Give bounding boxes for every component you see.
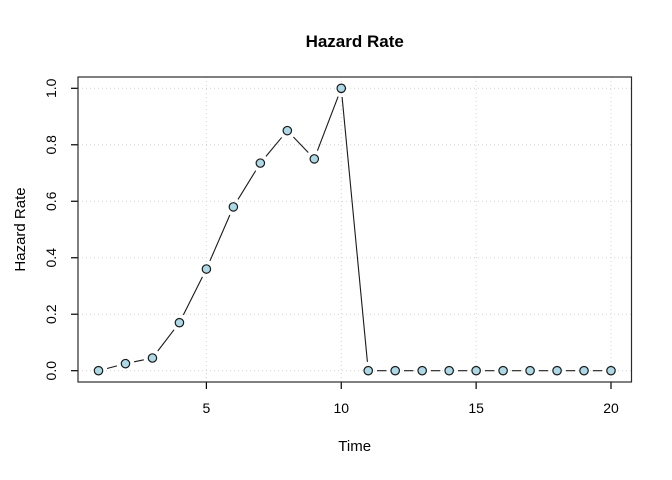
data-series [93, 83, 616, 376]
data-point [525, 365, 535, 376]
data-point [552, 365, 562, 376]
data-point [498, 365, 508, 376]
line-segment [133, 359, 144, 363]
line-segment [292, 136, 309, 153]
y-tick-label: 0.6 [43, 191, 59, 211]
x-axis-title: Time [338, 438, 371, 455]
data-point [336, 83, 347, 94]
line-segment [265, 137, 283, 157]
line-segment [341, 97, 368, 362]
y-tick-label: 1.0 [43, 78, 59, 98]
chart-title: Hazard Rate [306, 32, 404, 51]
data-point [147, 353, 158, 363]
axes: 0.0 0.2 0.4 0.6 0.8 1.0 5 10 15 20 [43, 78, 619, 416]
y-tick-label: 0.2 [43, 304, 59, 324]
data-point [363, 365, 374, 376]
data-point [228, 202, 239, 212]
data-point [201, 264, 212, 274]
data-point [282, 125, 293, 136]
x-tick-label: 20 [603, 400, 619, 416]
grid-lines [78, 77, 632, 382]
y-tick-label: 0.0 [43, 361, 59, 381]
x-tick-label: 10 [333, 400, 349, 416]
line-segment [316, 96, 339, 151]
x-tick-label: 15 [468, 400, 484, 416]
data-point [390, 365, 401, 376]
data-point [93, 365, 104, 376]
data-point [444, 365, 454, 376]
data-point [174, 317, 185, 328]
plot-border [77, 76, 633, 383]
data-point [120, 358, 131, 369]
y-tick-label: 0.4 [43, 248, 59, 268]
line-segment [209, 214, 231, 262]
line-segment [157, 329, 175, 352]
line-segment [182, 276, 203, 316]
data-point [255, 158, 266, 168]
data-point [606, 365, 616, 376]
data-point [417, 365, 427, 376]
data-point [579, 365, 589, 376]
y-tick-label: 0.8 [43, 135, 59, 155]
y-axis-title: Hazard Rate [12, 187, 29, 271]
data-point [471, 365, 481, 376]
line-segment [106, 365, 118, 370]
x-tick-label: 5 [202, 400, 210, 416]
line-segment [237, 170, 257, 200]
data-point [309, 154, 320, 164]
